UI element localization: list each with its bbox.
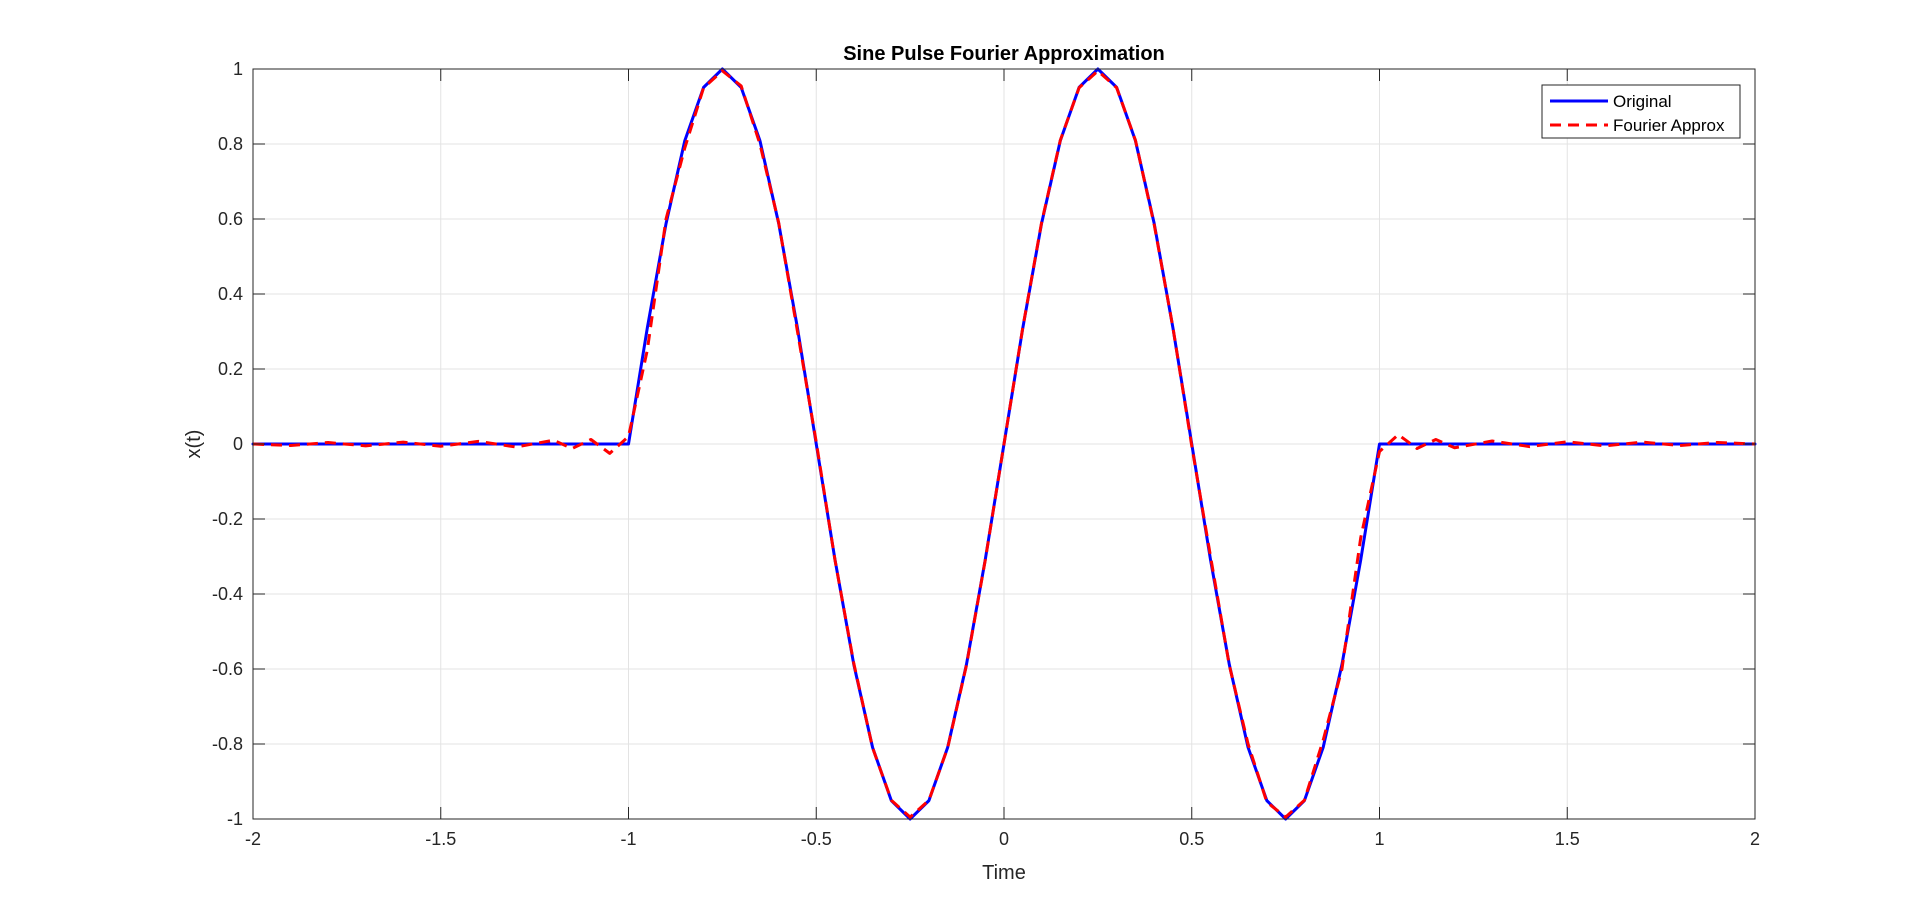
- y-tick-label: -0.2: [212, 509, 243, 529]
- x-tick-label: 0.5: [1179, 829, 1204, 849]
- y-tick-label: -1: [227, 809, 243, 829]
- y-tick-label: 0.8: [218, 134, 243, 154]
- x-tick-label: -1.5: [425, 829, 456, 849]
- y-tick-label: -0.8: [212, 734, 243, 754]
- x-tick-label: -0.5: [801, 829, 832, 849]
- y-axis-label: x(t): [183, 430, 205, 459]
- y-tick-label: 0.2: [218, 359, 243, 379]
- chart-title: Sine Pulse Fourier Approximation: [843, 43, 1165, 65]
- legend-label-fourier-approx: Fourier Approx: [1613, 116, 1725, 135]
- y-tick-label: 1: [233, 59, 243, 79]
- y-tick-label: 0.4: [218, 284, 243, 304]
- y-tick-label: 0: [233, 434, 243, 454]
- x-tick-labels: -2 -1.5 -1 -0.5 0 0.5 1 1.5 2: [245, 829, 1760, 849]
- y-tick-label: -0.6: [212, 659, 243, 679]
- x-tick-label: -1: [620, 829, 636, 849]
- x-tick-label: 2: [1750, 829, 1760, 849]
- x-tick-label: 0: [999, 829, 1009, 849]
- legend-box: [1541, 84, 1741, 139]
- legend-label-original: Original: [1613, 92, 1672, 111]
- x-tick-label: 1: [1374, 829, 1384, 849]
- y-tick-label: 0.6: [218, 209, 243, 229]
- x-axis-label: Time: [982, 862, 1026, 884]
- y-tick-labels: -1 -0.8 -0.6 -0.4 -0.2 0 0.2 0.4 0.6 0.8 1: [212, 59, 243, 829]
- legend: Original Fourier Approx: [1541, 84, 1741, 139]
- x-tick-label: 1.5: [1555, 829, 1580, 849]
- series-layer: [251, 67, 1757, 821]
- series-line-fourier-approx: [252, 69, 1756, 819]
- x-tick-label: -2: [245, 829, 261, 849]
- y-tick-label: -0.4: [212, 584, 243, 604]
- ticks: [252, 68, 1756, 820]
